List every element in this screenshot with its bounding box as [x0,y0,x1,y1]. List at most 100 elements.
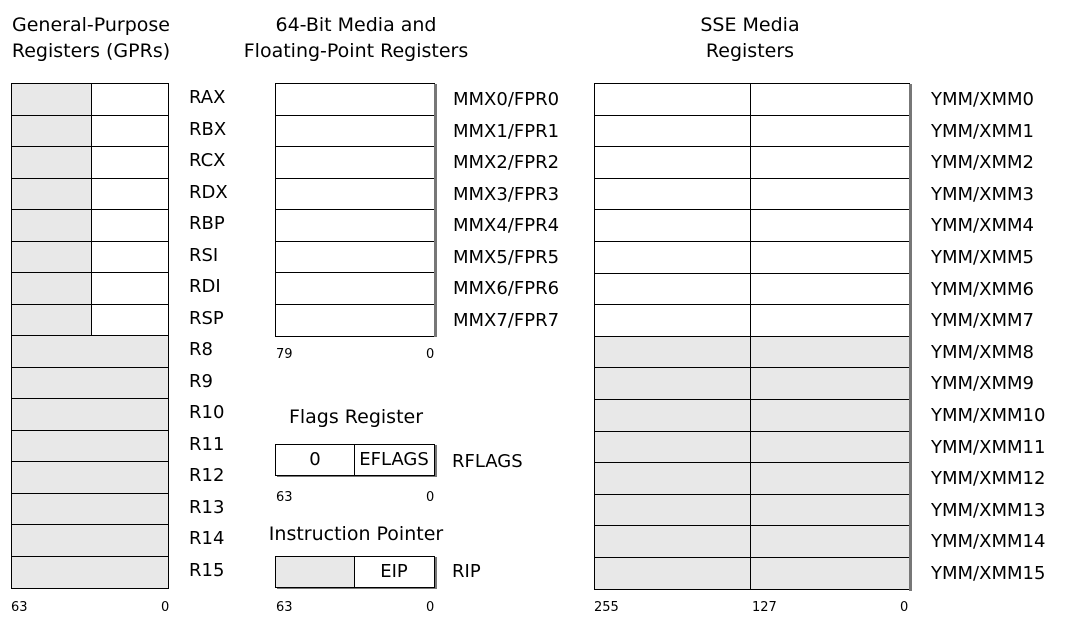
gpr-register-name: R11 [189,433,225,455]
mmx-register-cell [275,177,435,211]
gpr-upper-cell [11,272,93,305]
ip-bit-low: 0 [426,600,435,615]
sse-register-name: YMM/XMM8 [931,341,1034,363]
sse-lower-cell [750,557,910,591]
mmx-register-name: MMX6/FPR6 [453,278,560,299]
gpr-title-line2: Registers (GPRs) [11,40,171,62]
sse-lower-cell [750,146,910,180]
sse-upper-cell [594,241,752,275]
sse-lower-cell [750,272,910,306]
gpr-register-name: R13 [189,496,225,518]
gpr-register-name: RSP [189,307,224,329]
sse-upper-cell [594,272,752,306]
flags-bit-low: 0 [426,490,435,505]
gpr-full-cell [11,429,169,463]
gpr-lower-cell [91,114,169,148]
sse-shadow-right [909,84,912,591]
gpr-full-cell [11,492,169,526]
gpr-register-name: R12 [189,465,225,486]
sse-lower-cell [750,399,910,433]
sse-title: SSE Media Registers [640,12,860,64]
gpr-full-cell [11,398,169,431]
mmx-title-line1: 64-Bit Media and [275,14,437,36]
gpr-lower-cell [91,146,169,179]
mmx-bit-high: 79 [276,347,293,362]
gpr-upper-cell [11,114,93,148]
gpr-lower-cell [91,303,169,337]
sse-title-line1: SSE Media [700,14,800,36]
sse-register-name: YMM/XMM14 [931,531,1046,553]
mmx-register-cell [275,272,435,305]
gpr-register-name: R14 [189,528,225,549]
flags-register-name: RFLAGS [452,451,523,472]
flags-left-cell [275,444,355,476]
sse-upper-cell [594,114,752,148]
sse-bit-mid: 127 [752,600,777,615]
gpr-register-name: RBP [189,213,225,234]
sse-register-name: YMM/XMM12 [931,468,1046,490]
gpr-upper-cell [11,177,93,211]
gpr-register-name: R15 [189,559,225,581]
sse-upper-cell [594,525,752,559]
sse-lower-cell [750,177,910,211]
sse-register-name: YMM/XMM9 [931,373,1034,395]
sse-register-name: YMM/XMM5 [931,247,1034,268]
sse-upper-cell [594,367,752,401]
sse-upper-cell [594,146,752,180]
sse-lower-cell [750,114,910,148]
mmx-register-cell [275,114,435,148]
gpr-full-cell [11,555,169,589]
mmx-register-cell [275,240,435,274]
mmx-register-name: MMX3/FPR3 [453,183,560,205]
sse-lower-cell [750,83,910,117]
mmx-register-name: MMX7/FPR7 [453,309,560,331]
mmx-register-cell [275,209,435,242]
gpr-full-cell [11,524,169,557]
sse-upper-cell [594,83,752,117]
ip-shadow-right [434,557,437,589]
sse-register-name: YMM/XMM2 [931,152,1034,174]
sse-lower-cell [750,493,910,527]
gpr-register-name: RDX [189,181,228,203]
sse-lower-cell [750,209,910,243]
mmx-register-name: MMX5/FPR5 [453,246,560,268]
gpr-upper-cell [11,240,93,274]
flags-shadow-right [434,445,437,477]
gpr-register-name: RCX [189,150,226,171]
sse-lower-cell [750,335,910,369]
ip-register-name: RIP [452,561,481,582]
gpr-register-name: RDI [189,276,221,297]
sse-upper-cell [594,493,752,527]
mmx-register-name: MMX2/FPR2 [453,152,560,173]
gpr-bit-high: 63 [11,600,28,615]
gpr-lower-cell [91,177,169,211]
gpr-upper-cell [11,146,93,179]
gpr-title: General-Purpose Registers (GPRs) [0,12,182,64]
sse-upper-cell [594,462,752,496]
gpr-register-name: RAX [189,87,226,108]
sse-register-name: YMM/XMM7 [931,310,1034,332]
mmx-register-cell [275,303,435,337]
gpr-register-name: R8 [189,339,213,360]
gpr-register-name: RBX [189,118,227,140]
flags-right-value: EFLAGS [359,449,429,470]
sse-register-name: YMM/XMM0 [931,89,1034,110]
ip-upper-cell [275,556,355,588]
gpr-lower-cell [91,240,169,274]
sse-register-name: YMM/XMM10 [931,405,1046,426]
gpr-upper-cell [11,209,93,242]
mmx-register-name: MMX1/FPR1 [453,120,560,142]
gpr-full-cell [11,366,169,400]
sse-upper-cell [594,177,752,211]
gpr-register-name: R10 [189,402,225,423]
sse-upper-cell [594,335,752,369]
sse-bit-high: 255 [594,600,619,615]
mmx-shadow-right [434,84,437,337]
ip-right-value: EIP [380,561,408,582]
mmx-register-cell [275,83,435,116]
sse-lower-cell [750,430,910,464]
sse-bit-low: 0 [900,600,909,615]
mmx-title-line2: Floating-Point Registers [243,40,469,62]
gpr-title-line1: General-Purpose [12,14,170,36]
sse-upper-cell [594,557,752,591]
